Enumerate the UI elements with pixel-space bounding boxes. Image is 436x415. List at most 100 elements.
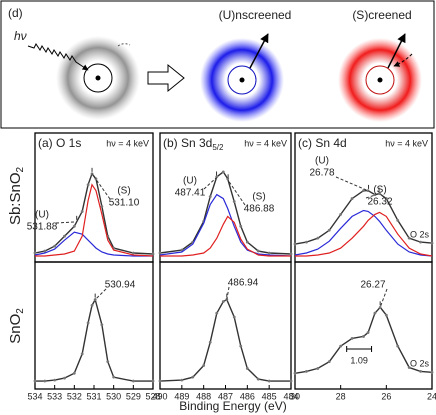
spectrum-line — [295, 211, 433, 257]
data-point — [106, 360, 110, 364]
data-point — [293, 242, 297, 246]
x-tick-label: 484 — [283, 391, 298, 401]
plot-frame — [294, 132, 433, 263]
data-point — [151, 252, 155, 256]
row-label-text: SnO — [7, 314, 24, 344]
x-axis-label: Binding Energy (eV) — [179, 399, 286, 413]
data-point — [72, 371, 76, 375]
data-point — [327, 360, 331, 364]
data-point — [289, 379, 293, 383]
excitation: hν = 4 keV — [244, 138, 287, 148]
diagram-frame — [0, 0, 435, 129]
scale-bar-label: 1.09 — [350, 355, 368, 365]
data-point — [350, 336, 354, 340]
data-point — [419, 240, 422, 244]
data-point — [221, 170, 225, 174]
panel-title-text: (a) O 1s — [38, 136, 81, 150]
peak-tag: (U) — [35, 210, 49, 221]
spectrum-line — [294, 209, 433, 257]
data-point — [256, 249, 260, 253]
data-point — [239, 344, 243, 348]
orbit — [365, 65, 395, 95]
peak-label: 531.88 — [27, 222, 58, 233]
data-point — [43, 249, 47, 253]
photoelectron — [387, 33, 406, 69]
data-point — [384, 313, 388, 317]
data-point — [366, 189, 370, 193]
peak-label: 531.10 — [109, 198, 140, 209]
data-point — [245, 367, 249, 370]
data-point — [86, 183, 90, 187]
peak-leader — [94, 288, 107, 300]
data-point — [362, 335, 365, 338]
data-point — [430, 370, 434, 374]
data-point — [131, 379, 135, 383]
peak-leader — [226, 286, 230, 300]
x-tick-label: 488 — [196, 391, 211, 401]
data-point — [267, 379, 271, 383]
scale-bar — [346, 346, 373, 352]
x-tick-label: 531 — [86, 391, 101, 401]
data-point — [305, 369, 308, 373]
row-label: SnO2 — [7, 308, 26, 344]
data-point — [221, 300, 225, 303]
peak-tag: (S) — [117, 186, 130, 197]
diagram: (d) hν (U)nscreened (S)creened — [0, 0, 435, 129]
row-label-text: Sb:SnO — [7, 173, 24, 226]
x-tick-label: 534 — [27, 391, 42, 401]
data-point — [53, 378, 57, 382]
x-tick-label: 487 — [218, 391, 233, 401]
data-point — [191, 375, 195, 379]
data-point — [100, 323, 104, 327]
data-point — [245, 240, 249, 244]
data-point — [316, 236, 320, 240]
data-point — [232, 315, 236, 319]
data-point — [289, 252, 293, 256]
data-point — [384, 197, 388, 200]
note: O 2s — [410, 230, 430, 240]
data-point — [33, 251, 37, 255]
x-tick-label: 532 — [67, 391, 82, 401]
x-tick-label: 485 — [262, 391, 277, 401]
peak-leader — [379, 288, 388, 308]
peak-label: 486.94 — [228, 278, 259, 289]
peak-label: 26.32 — [367, 197, 392, 208]
row-label-sub: 2 — [15, 308, 26, 314]
data-point — [80, 352, 84, 356]
spectrum-line — [35, 297, 153, 382]
screened-label: (S)creened — [352, 8, 411, 22]
x-tick-label: 30 — [290, 391, 300, 401]
note: O 2s — [410, 359, 430, 369]
nucleus — [377, 77, 383, 83]
panel-title-sub: 5/2 — [212, 143, 224, 152]
x-tick-label: 533 — [47, 391, 62, 401]
spectrum-line — [159, 170, 292, 255]
data-point — [407, 236, 411, 240]
data-point — [151, 379, 155, 383]
peak-label: 487.41 — [175, 188, 206, 199]
data-point — [339, 213, 343, 216]
data-point — [256, 377, 260, 381]
x-tick-label: 529 — [126, 391, 141, 401]
data-point — [158, 251, 162, 255]
data-point — [202, 364, 206, 367]
data-point — [430, 241, 434, 245]
data-point — [53, 244, 57, 248]
row-label-sub: 2 — [15, 167, 26, 173]
data-point — [180, 378, 184, 382]
data-point — [378, 305, 382, 309]
panel-title: (c) Sn 4d — [298, 136, 347, 150]
diagram-label: (d) — [8, 6, 23, 20]
data-point — [339, 344, 343, 348]
spectrum-line — [34, 172, 154, 255]
nucleus — [95, 75, 101, 81]
data-point — [100, 205, 104, 208]
x-tick-label: 530 — [106, 391, 121, 401]
peak-label: 486.88 — [244, 204, 275, 215]
orbit — [83, 63, 113, 93]
data-point — [72, 224, 76, 228]
data-point — [373, 311, 377, 315]
unscreened-label: (U)nscreened — [219, 8, 292, 22]
x-tick-label: 24 — [427, 391, 436, 401]
data-point — [419, 369, 422, 373]
